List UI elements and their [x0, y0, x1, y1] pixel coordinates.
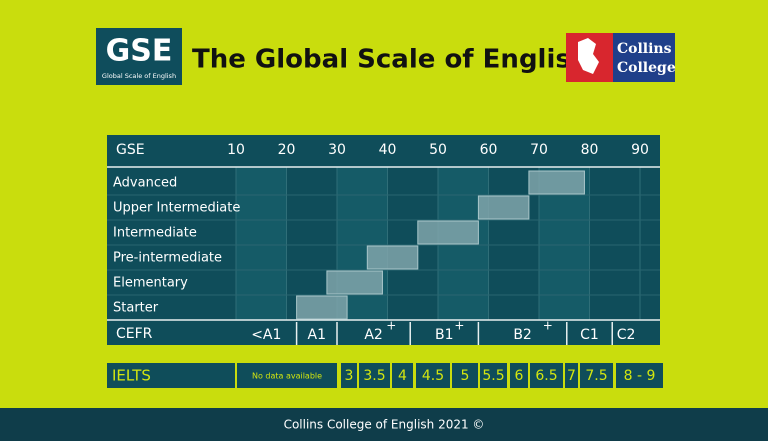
ielts-score: 5.5: [482, 368, 504, 384]
title: The Global Scale of English: [192, 45, 589, 75]
level-bar: [477, 195, 530, 220]
collins-logo-box: [613, 33, 675, 82]
no-data-box: [237, 363, 337, 388]
cefr-band-label: A2: [364, 327, 382, 343]
footer-bar: [0, 408, 768, 441]
ielts-score: 4.5: [422, 368, 444, 384]
x-tick-label: 40: [379, 142, 397, 158]
gse-logo: [96, 28, 182, 85]
ielts-score: 7.5: [585, 368, 607, 384]
axis-label: GSE: [116, 142, 145, 158]
level-bar: [417, 220, 479, 245]
ielts-box: [510, 363, 528, 388]
level-label: Intermediate: [113, 226, 197, 241]
ielts-score: 4: [398, 368, 407, 384]
cefr-band-label: C1: [580, 327, 599, 343]
cefr-band-label: <A1: [251, 327, 281, 343]
cefr-plus: +: [454, 319, 464, 333]
ielts-score: 6: [515, 368, 524, 384]
ielts-box: [392, 363, 413, 388]
x-tick-label: 90: [631, 142, 649, 158]
ielts-box: [359, 363, 390, 388]
x-tick-label: 20: [278, 142, 296, 158]
x-tick-label: 60: [480, 142, 498, 158]
x-tick-label: 70: [530, 142, 548, 158]
ielts-score: 6.5: [535, 368, 557, 384]
x-tick-label: 80: [581, 142, 599, 158]
ielts-box: [480, 363, 507, 388]
ielts-box: [530, 363, 563, 388]
footer: Collins College of English 2021 ©: [284, 418, 485, 432]
level-bar: [528, 170, 585, 195]
ielts-box: [416, 363, 450, 388]
cefr-band-label: B1: [435, 327, 454, 343]
level-label: Starter: [113, 301, 159, 316]
lion-icon: [578, 38, 599, 74]
ielts-score: 8 - 9: [624, 368, 656, 384]
ielts-label-box: [107, 363, 235, 388]
level-bar: [326, 270, 383, 295]
partner-logo-line: College: [617, 60, 676, 76]
x-tick-label: 50: [429, 142, 447, 158]
ielts-box: [565, 363, 578, 388]
gse-logo-text: GSE: [106, 34, 173, 69]
grid: [107, 167, 660, 321]
cefr-band-label: C2: [617, 327, 636, 343]
partner-logo-line: Collins: [617, 41, 672, 57]
ielts-score: 7: [567, 368, 576, 384]
x-tick-label: 10: [227, 142, 245, 158]
ielts-box: [580, 363, 613, 388]
x-tick-label: 30: [328, 142, 346, 158]
level-label: Upper Intermediate: [113, 201, 240, 216]
ielts-score: 3: [345, 368, 354, 384]
ielts-box: [341, 363, 357, 388]
cefr-band-label: A1: [308, 327, 326, 343]
cefr-band-label: B2: [513, 327, 532, 343]
column-band: [236, 167, 287, 320]
level-label: Elementary: [113, 276, 188, 291]
cefr-plus: +: [386, 319, 396, 333]
level-label: Advanced: [113, 176, 177, 191]
level-bar: [366, 245, 419, 270]
cefr-plus: +: [543, 319, 553, 333]
level-bar: [296, 295, 348, 320]
gse-logo-subtitle: Global Scale of English: [102, 72, 176, 80]
ielts-score: 3.5: [363, 368, 385, 384]
no-data: No data available: [252, 372, 322, 381]
ielts-label: IELTS: [112, 367, 151, 385]
ielts-box: [452, 363, 478, 388]
level-label: Pre-intermediate: [113, 251, 222, 266]
ielts-box: [616, 363, 663, 388]
cefr-label: CEFR: [116, 326, 153, 342]
ielts-score: 5: [461, 368, 470, 384]
